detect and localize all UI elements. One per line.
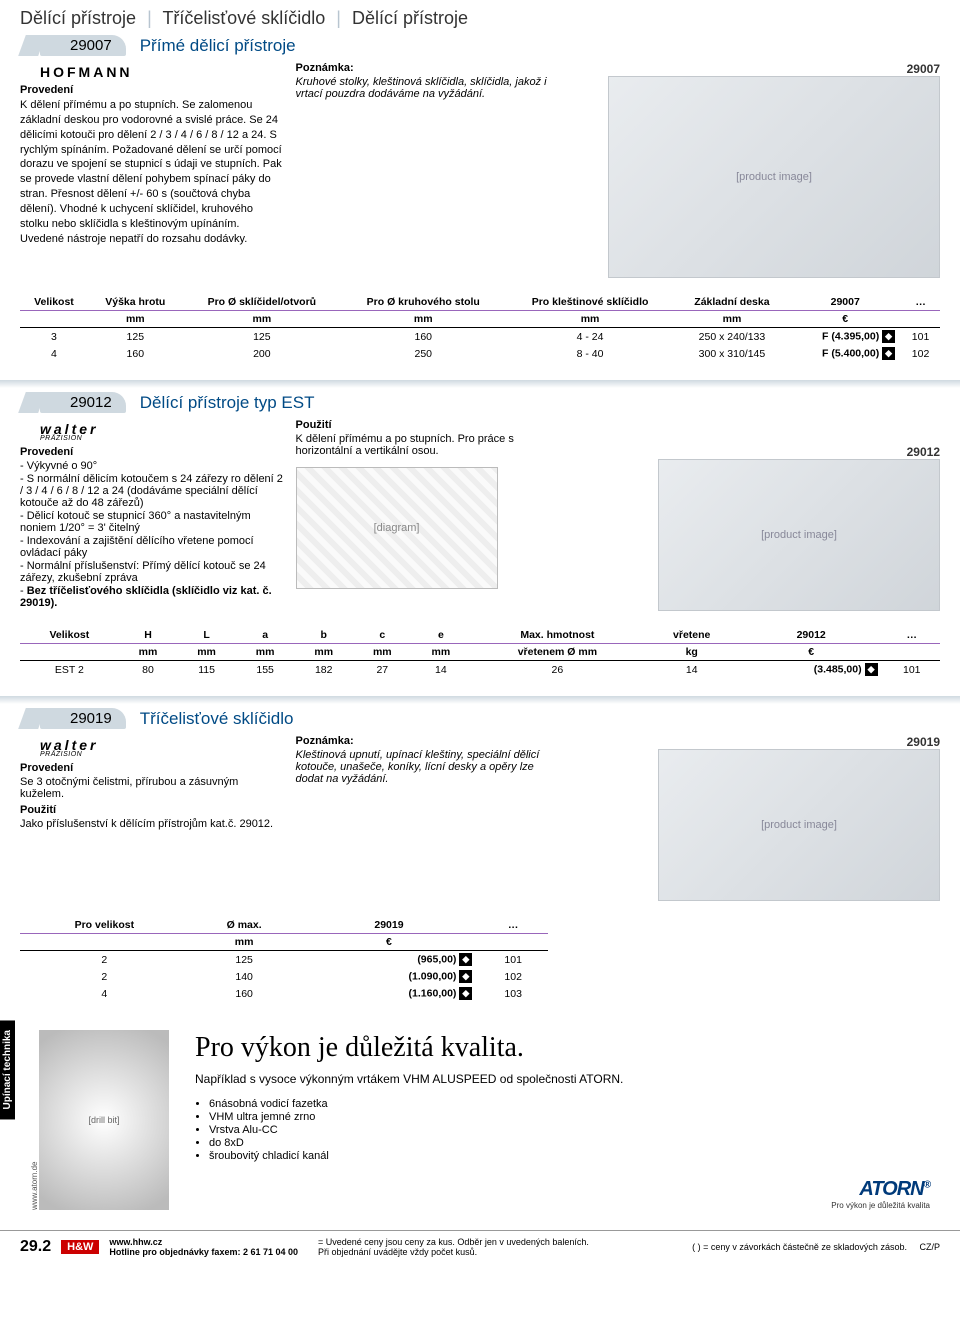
table-header-row: Pro velikost Ø max. 29019 … xyxy=(20,917,548,934)
section-title: Přímé dělicí přístroje xyxy=(140,36,296,56)
footer-logo: H&W xyxy=(61,1240,99,1254)
stock-icon: ◆ xyxy=(459,953,472,966)
table-29019: Pro velikost Ø max. 29019 … mm € 2 125 (… xyxy=(20,917,548,1002)
footer-note: = Uvedené ceny jsou ceny za kus. Odběr j… xyxy=(318,1237,589,1247)
bullet: - Normální příslušenství: Přímý dělící k… xyxy=(20,560,284,584)
brand-logo: HOFMANN xyxy=(40,64,284,80)
section-header: 29012 Dělící přístroje typ EST xyxy=(40,392,940,413)
ad-bullet: Vrstva Alu-CC xyxy=(209,1124,831,1136)
table-units-row: mm mm mm mm mm mm vřetenem Ø mm kg € xyxy=(20,644,940,661)
breadcrumb: Dělící přístroje | Tříčelisťové sklíčidl… xyxy=(0,0,960,31)
section-header: 29007 Přímé dělicí přístroje xyxy=(40,35,940,56)
table-29007: Velikost Výška hrotu Pro Ø sklíčidel/otv… xyxy=(20,294,940,362)
ad-block: www.atorn.de [drill bit] Pro výkon je dů… xyxy=(20,1020,940,1220)
product-image: [product image] xyxy=(658,459,940,611)
product-image: [product image] xyxy=(608,76,940,278)
desc-body: Se 3 otočnými čelistmi, přírubou a zásuv… xyxy=(20,776,284,800)
bullet: - Dělicí kotouč se stupnicí 360° a nasta… xyxy=(20,510,284,534)
table-row: 2 140 (1.090,00) ◆ 102 xyxy=(20,968,548,985)
code-right: 29012 xyxy=(907,445,940,459)
code-badge: 29019 xyxy=(40,708,126,729)
breadcrumb-item: Dělící přístroje xyxy=(20,8,136,28)
brand-logo: walter PRÄZISION xyxy=(40,737,284,758)
breadcrumb-sep: | xyxy=(336,8,341,28)
footer-note: ( ) = ceny v závorkách částečně ze sklad… xyxy=(692,1242,907,1252)
page-number: 29.2 xyxy=(20,1238,51,1256)
desc-body: K dělení přímému a po stupních. Se zalom… xyxy=(20,98,284,246)
ad-subline: Například s vysoce výkonným vrtákem VHM … xyxy=(195,1072,831,1086)
table-29012: Velikost H L a b c e Max. hmotnost vřete… xyxy=(20,627,940,678)
dimension-diagram: [diagram] xyxy=(296,467,498,589)
note-label: Poznámka: xyxy=(296,62,560,74)
ad-url: www.atorn.de xyxy=(30,1030,39,1210)
desc-label: Provedení xyxy=(20,446,284,458)
code-right: 29007 xyxy=(907,62,940,76)
use-body: Jako příslušenství k dělícím přístrojům … xyxy=(20,818,284,830)
use-label: Použití xyxy=(20,804,284,816)
table-row: 2 125 (965,00) ◆ 101 xyxy=(20,951,548,969)
bullet: - Výkyvné o 90° xyxy=(20,460,284,472)
use-label: Použití xyxy=(296,419,560,431)
footer-note: Při objednání uvádějte vždy počet kusů. xyxy=(318,1247,477,1257)
breadcrumb-sep: | xyxy=(147,8,152,28)
section-title: Dělící přístroje typ EST xyxy=(140,393,315,413)
stock-icon: ◆ xyxy=(865,663,878,676)
table-header-row: Velikost Výška hrotu Pro Ø sklíčidel/otv… xyxy=(20,294,940,311)
breadcrumb-item: Tříčelisťové sklíčidlo xyxy=(162,8,325,28)
code-badge: 29012 xyxy=(40,392,126,413)
table-row: 4 160 (1.160,00) ◆ 103 xyxy=(20,985,548,1002)
ad-logo: ATORN® xyxy=(831,1178,930,1201)
code-right: 29019 xyxy=(907,735,940,749)
stock-icon: ◆ xyxy=(882,330,895,343)
ad-headline: Pro výkon je důležitá kvalita. xyxy=(195,1032,831,1064)
product-block-29007: HOFMANN Provedení K dělení přímému a po … xyxy=(0,62,960,288)
footer-lang: CZ/P xyxy=(919,1242,940,1252)
stock-icon: ◆ xyxy=(459,987,472,1000)
note-body: Kleštinová upnutí, upínací kleštiny, spe… xyxy=(296,749,560,785)
code-badge: 29007 xyxy=(40,35,126,56)
table-header-row: Velikost H L a b c e Max. hmotnost vřete… xyxy=(20,627,940,644)
ad-bullet: VHM ultra jemné zrno xyxy=(209,1111,831,1123)
section-title: Tříčelisťové sklíčidlo xyxy=(140,709,294,729)
desc-label: Provedení xyxy=(20,84,284,96)
page-footer: 29.2 H&W www.hhw.cz Hotline pro objednáv… xyxy=(0,1230,960,1265)
product-image: [product image] xyxy=(658,749,940,901)
table-units-row: mm mm mm mm mm € xyxy=(20,311,940,328)
bullet: - S normální dělicím kotoučem s 24 zářez… xyxy=(20,473,284,509)
table-row: EST 2 80 115 155 182 27 14 26 14 (3.485,… xyxy=(20,661,940,679)
note-label: Poznámka: xyxy=(296,735,560,747)
note-body: Kruhové stolky, kleštinová sklíčidla, sk… xyxy=(296,76,560,100)
breadcrumb-item: Dělící přístroje xyxy=(352,8,468,28)
stock-icon: ◆ xyxy=(459,970,472,983)
ad-bullet: do 8xD xyxy=(209,1137,831,1149)
desc-label: Provedení xyxy=(20,762,284,774)
ad-bullet: 6násobná vodicí fazetka xyxy=(209,1098,831,1110)
stock-icon: ◆ xyxy=(882,347,895,360)
table-row: 3 125 125 160 4 - 24 250 x 240/133 F (4.… xyxy=(20,328,940,346)
table-row: 4 160 200 250 8 - 40 300 x 310/145 F (5.… xyxy=(20,345,940,362)
bullet: - Bez tříčelisťového sklíčidla (sklíčidl… xyxy=(20,585,284,609)
ad-logo-sub: Pro výkon je důležitá kvalita xyxy=(831,1201,930,1210)
section-header: 29019 Tříčelisťové sklíčidlo xyxy=(40,708,940,729)
table-units-row: mm € xyxy=(20,934,548,951)
ad-image: [drill bit] xyxy=(39,1030,169,1210)
product-block-29012: walter PRÄZISION Provedení - Výkyvné o 9… xyxy=(0,419,960,621)
brand-logo: walter PRÄZISION xyxy=(40,421,284,442)
footer-web: www.hhw.cz xyxy=(109,1237,162,1247)
bullet: - Indexování a zajištění dělícího vřeten… xyxy=(20,535,284,559)
side-tab: Upínací technika xyxy=(0,1020,15,1119)
use-body: K dělení přímému a po stupních. Pro prác… xyxy=(296,433,560,457)
ad-bullet: šroubovitý chladicí kanál xyxy=(209,1150,831,1162)
product-block-29019: walter PRÄZISION Provedení Se 3 otočnými… xyxy=(0,735,960,911)
footer-hotline: Hotline pro objednávky faxem: 2 61 71 04… xyxy=(109,1247,298,1257)
